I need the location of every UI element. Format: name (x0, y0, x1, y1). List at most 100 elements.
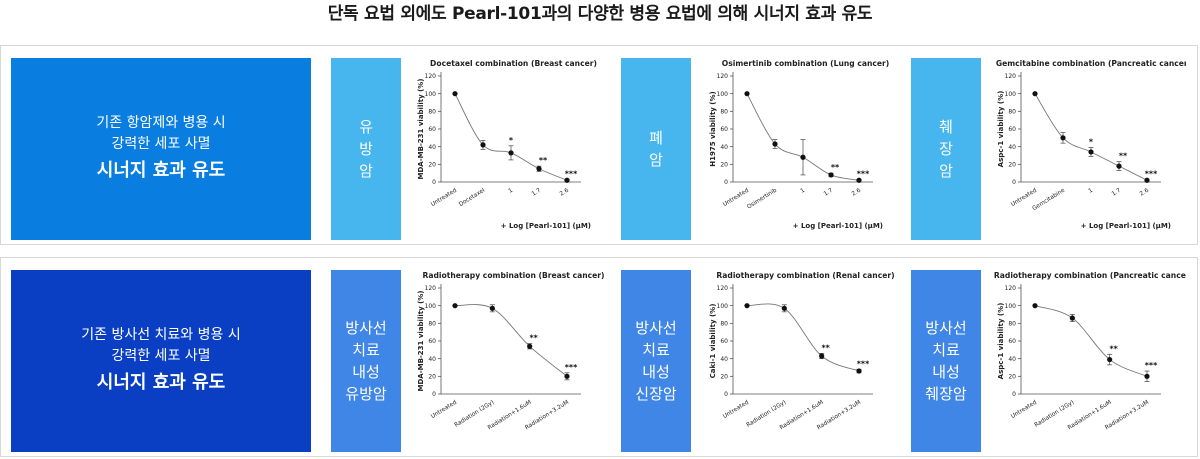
y-tick-label: 60 (428, 126, 436, 133)
summary-line-1: 기존 방사선 치료와 병용 시 (81, 327, 241, 343)
y-tick-label: 80 (428, 321, 436, 328)
y-tick-label: 80 (1008, 321, 1016, 328)
summary-headline: 시너지 효과 유도 (96, 160, 226, 181)
significance-marker: ** (1109, 344, 1118, 353)
y-tick-label: 40 (720, 144, 728, 151)
series-line (746, 303, 860, 372)
label-pancreatic-cancer: 췌 장 암 (911, 58, 981, 240)
data-point (800, 154, 806, 160)
y-tick-label: 120 (1005, 73, 1017, 80)
significance-marker: *** (565, 363, 578, 372)
label-breast-cancer: 유 방 암 (331, 58, 401, 240)
y-tick-label: 0 (432, 179, 436, 186)
x-tick-label: 1 (508, 187, 515, 194)
data-point (819, 353, 825, 359)
y-tick-label: 120 (717, 285, 729, 292)
label-radio-pancreatic-cancer: 방사선 치료 내성 췌장암 (911, 270, 981, 452)
data-point (828, 172, 834, 178)
data-point (1144, 373, 1150, 379)
y-tick-label: 40 (1008, 356, 1016, 363)
summary-line-2: 강력한 세포 사멸 (111, 348, 211, 364)
data-point (856, 177, 862, 183)
radio-summary-panel: 기존 방사선 치료와 병용 시 강력한 세포 사멸 시너지 효과 유도 (11, 270, 311, 452)
data-point (1069, 315, 1075, 321)
x-axis-label: + Log [Pearl-101] (µM) (793, 222, 883, 230)
chart-title: Osimertinib combination (Lung cancer) (722, 59, 890, 68)
chart-title: Docetaxel combination (Breast cancer) (430, 59, 597, 68)
y-tick-label: 20 (1008, 162, 1016, 169)
radio-combination-row: 기존 방사선 치료와 병용 시 강력한 세포 사멸 시너지 효과 유도 방사선 … (0, 257, 1198, 457)
chemo-summary-panel: 기존 항암제와 병용 시 강력한 세포 사멸 시너지 효과 유도 (11, 58, 311, 240)
data-point (1032, 91, 1038, 97)
significance-marker: ** (539, 156, 548, 165)
y-tick-label: 20 (720, 374, 728, 381)
x-axis-label: + Log [Pearl-101] (µM) (501, 222, 591, 230)
chart-docetaxel: Docetaxel combination (Breast cancer) MDA… (417, 59, 597, 230)
data-point (772, 141, 778, 147)
data-point (480, 142, 486, 148)
y-tick-label: 80 (428, 109, 436, 116)
y-tick-label: 120 (1005, 285, 1017, 292)
data-point (564, 373, 570, 379)
y-tick-label: 100 (717, 91, 729, 98)
y-tick-label: 20 (720, 162, 728, 169)
data-point (527, 343, 533, 349)
summary-line-2: 강력한 세포 사멸 (111, 136, 211, 152)
y-tick-label: 120 (717, 73, 729, 80)
x-tick-label: Untreated (430, 187, 458, 208)
label-radio-renal-cancer: 방사선 치료 내성 신장암 (621, 270, 691, 452)
y-tick-label: 60 (720, 338, 728, 345)
y-tick-label: 60 (428, 338, 436, 345)
x-tick-label: Untreated (1010, 399, 1038, 420)
y-tick-label: 0 (1012, 391, 1016, 398)
data-point (781, 305, 787, 311)
data-point (536, 166, 542, 172)
significance-marker: *** (857, 169, 870, 178)
y-tick-label: 0 (724, 391, 728, 398)
y-tick-label: 100 (425, 303, 437, 310)
y-axis-label: Aspc-1 viability (%) (997, 91, 1005, 168)
y-tick-label: 100 (717, 303, 729, 310)
x-tick-label: Untreated (722, 399, 750, 420)
chart-osimertinib: Osimertinib combination (Lung cancer) H19… (709, 59, 890, 230)
y-tick-label: 120 (425, 285, 437, 292)
significance-marker: * (1089, 138, 1094, 147)
significance-marker: *** (857, 359, 870, 368)
y-tick-label: 0 (432, 391, 436, 398)
y-axis-label: Caki-1 viability (%) (709, 304, 717, 379)
label-lung-cancer: 폐 암 (621, 58, 691, 240)
significance-marker: ** (529, 334, 538, 343)
summary-headline: 시너지 효과 유도 (96, 372, 226, 393)
significance-marker: ** (821, 343, 830, 352)
y-tick-label: 40 (428, 356, 436, 363)
chart-radio-renal: Radiotherapy combination (Renal cancer) C… (709, 271, 895, 431)
data-point (452, 91, 458, 97)
x-tick-label: 1 (800, 187, 807, 194)
data-point (564, 177, 570, 183)
y-tick-label: 20 (1008, 374, 1016, 381)
data-point (1032, 303, 1038, 309)
significance-marker: * (509, 136, 514, 145)
y-tick-label: 0 (1012, 179, 1016, 186)
y-axis-label: Aspc-1 viability (%) (997, 303, 1005, 380)
chart-title: Gemcitabine combination (Pancreatic canc… (996, 59, 1186, 68)
x-tick-label: 1 (1088, 187, 1095, 194)
series-line (454, 304, 568, 377)
x-tick-label: 1.7 (823, 187, 834, 197)
y-tick-label: 60 (1008, 126, 1016, 133)
y-tick-label: 120 (425, 73, 437, 80)
chemo-combination-row: 기존 항암제와 병용 시 강력한 세포 사멸 시너지 효과 유도 유 방 암 D… (0, 45, 1198, 245)
data-point (1116, 163, 1122, 169)
data-point (1144, 177, 1150, 183)
data-point (1088, 149, 1094, 155)
data-point (1060, 135, 1066, 141)
significance-marker: *** (1145, 361, 1158, 370)
y-tick-label: 40 (1008, 144, 1016, 151)
data-point (1107, 356, 1113, 363)
summary-line-1: 기존 항암제와 병용 시 (96, 115, 226, 131)
y-axis-label: MDA-MB-231 viability (%) (417, 290, 425, 391)
y-tick-label: 100 (1005, 91, 1017, 98)
significance-marker: *** (1145, 169, 1158, 178)
significance-marker: ** (1119, 152, 1128, 161)
y-tick-label: 20 (428, 162, 436, 169)
